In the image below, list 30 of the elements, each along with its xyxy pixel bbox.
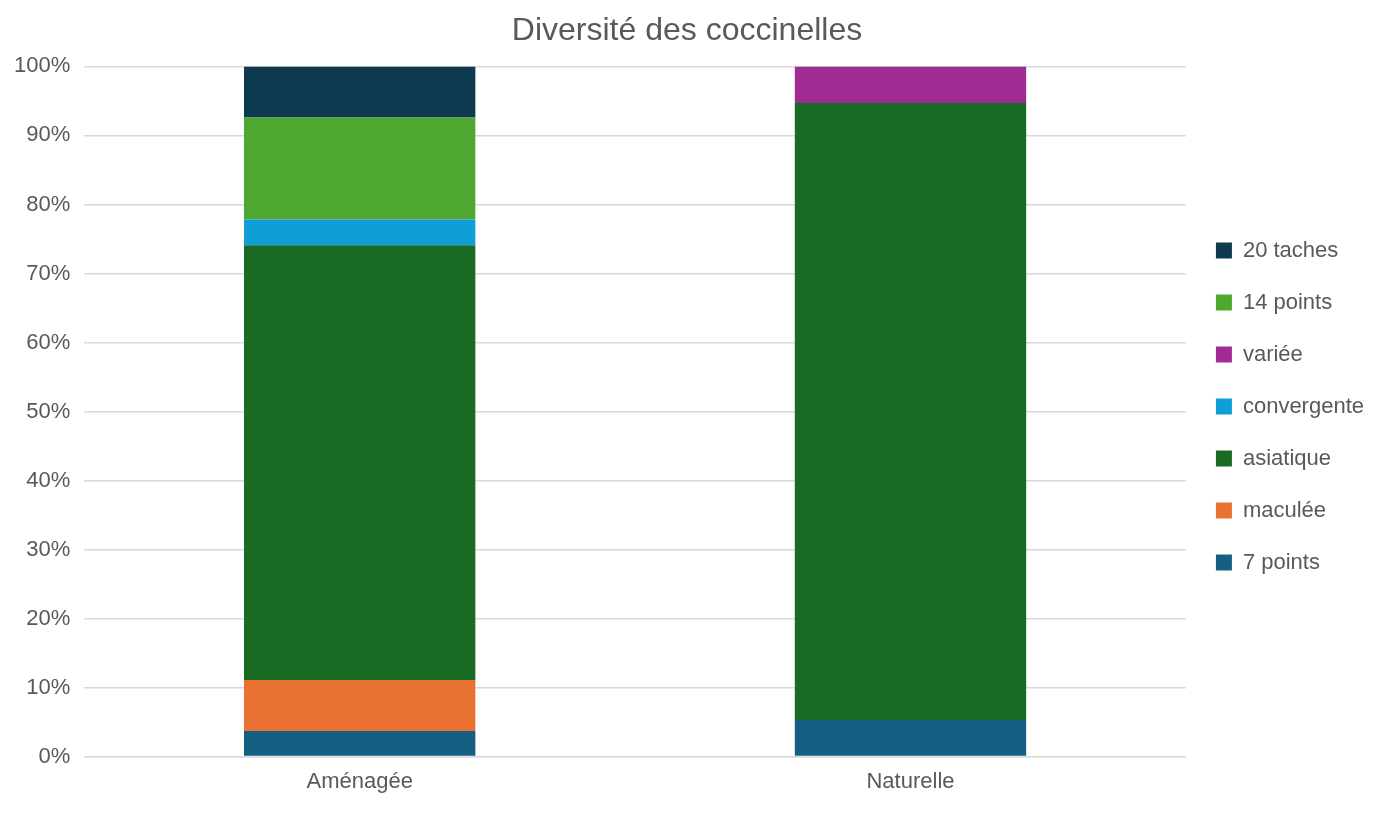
x-tick-label: Naturelle [866, 767, 955, 793]
y-tick-label: 70% [26, 259, 71, 285]
y-tick-label: 10% [26, 673, 71, 699]
x-tick-label: Aménagée [306, 767, 413, 793]
legend-label: 7 points [1242, 548, 1320, 574]
legend-label: convergente [1242, 392, 1365, 418]
bar [244, 66, 476, 118]
bar [244, 679, 476, 732]
bar [244, 117, 476, 220]
y-tick-label: 100% [13, 52, 71, 78]
legend-label: 20 taches [1242, 236, 1339, 262]
y-tick-label: 30% [26, 535, 71, 561]
y-tick-label: 0% [38, 742, 71, 768]
legend-label: 14 points [1242, 288, 1333, 314]
bar [244, 731, 476, 756]
y-tick-label: 80% [26, 190, 71, 216]
legend-label: variée [1242, 340, 1303, 366]
bar [794, 102, 1027, 721]
y-tick-label: 40% [26, 466, 71, 492]
chart-title: Diversité des coccinelles [511, 11, 863, 48]
y-tick-label: 50% [26, 397, 71, 423]
bar [794, 66, 1027, 103]
legend-label: asiatique [1242, 444, 1331, 470]
bar [794, 720, 1027, 756]
legend-label: maculée [1242, 496, 1327, 522]
y-tick-label: 90% [26, 121, 71, 147]
bar [244, 219, 476, 246]
y-tick-label: 20% [26, 604, 71, 630]
y-tick-label: 60% [26, 328, 71, 354]
bar [244, 245, 476, 680]
